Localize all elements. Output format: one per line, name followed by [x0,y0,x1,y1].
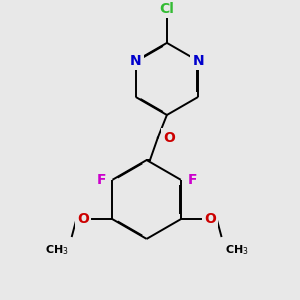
Text: O: O [163,130,175,145]
Text: CH$_3$: CH$_3$ [225,243,248,256]
Text: O: O [204,212,216,226]
Text: F: F [187,173,197,187]
Text: N: N [130,54,142,68]
Text: Cl: Cl [160,2,174,16]
Text: F: F [97,173,106,187]
Text: N: N [192,54,204,68]
Text: O: O [77,212,89,226]
Text: CH$_3$: CH$_3$ [45,243,68,256]
